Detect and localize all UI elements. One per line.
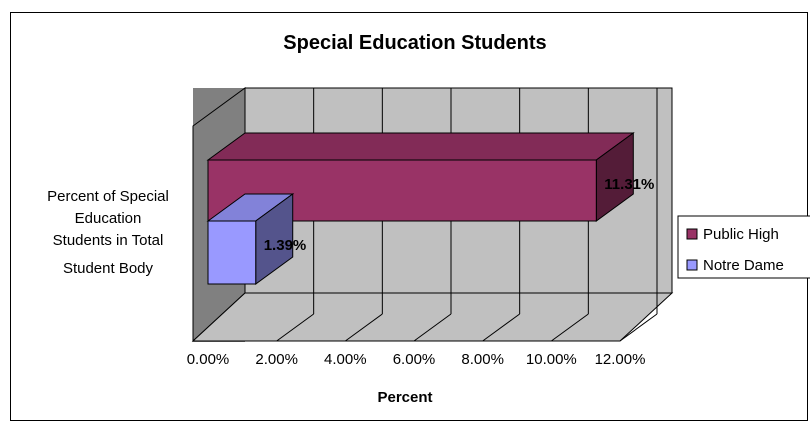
- legend-swatch-notre-dame: [686, 259, 698, 271]
- data-label: 1.39%: [264, 237, 307, 254]
- category-label-line-3: Students in Total: [53, 232, 164, 249]
- legend-swatch-public-high: [686, 228, 698, 240]
- x-tick-label: 6.00%: [393, 351, 436, 368]
- bar-front-face: [207, 220, 257, 285]
- x-tick-label: 4.00%: [324, 351, 367, 368]
- plot-floor: [191, 292, 674, 342]
- gridline-floor: [551, 313, 589, 342]
- category-label-line-2: Education: [75, 210, 142, 227]
- x-tick-label: 8.00%: [461, 351, 504, 368]
- category-label-line-1: Percent of Special: [47, 188, 169, 205]
- chart-title: Special Education Students: [283, 32, 546, 54]
- legend: Public High Notre Dame: [677, 215, 810, 279]
- bar-notre-dame: [206, 193, 295, 285]
- bar-public-high: [206, 132, 635, 222]
- legend-label-public-high: Public High: [703, 226, 779, 243]
- gridline-floor: [345, 313, 383, 342]
- gridlines: [276, 88, 658, 342]
- x-tick-labels: 0.00% 2.00% 4.00% 6.00% 8.00% 10.00% 12.00%: [187, 351, 646, 368]
- gridline-floor: [619, 313, 658, 342]
- legend-label-notre-dame: Notre Dame: [703, 257, 784, 274]
- legend-box: [677, 215, 810, 279]
- bar-top-face: [206, 132, 635, 161]
- x-tick-label: 2.00%: [255, 351, 298, 368]
- category-label-line-4: Student Body: [63, 260, 154, 277]
- data-label: 11.31%: [604, 176, 654, 193]
- x-tick-label: 0.00%: [187, 351, 230, 368]
- category-label: Percent of Special Education Students in…: [47, 188, 169, 277]
- data-labels: 11.31% 1.39%: [264, 176, 655, 254]
- x-tick-label: 10.00%: [526, 351, 577, 368]
- gridline-floor: [413, 313, 452, 342]
- x-tick-label: 12.00%: [595, 351, 646, 368]
- gridline-floor: [482, 313, 520, 342]
- gridline-floor: [276, 313, 314, 342]
- bars: [206, 132, 635, 285]
- x-axis-label: Percent: [377, 389, 432, 406]
